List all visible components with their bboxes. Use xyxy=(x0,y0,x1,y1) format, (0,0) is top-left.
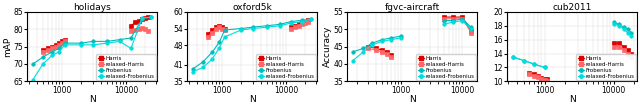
Y-axis label: mAP: mAP xyxy=(3,36,12,57)
Title: oxford5k: oxford5k xyxy=(232,3,272,12)
Legend: Harris, relaxed-Harris, Frobenius, relaxed-Frobenius: Harris, relaxed-Harris, Frobenius, relax… xyxy=(416,54,476,80)
Y-axis label: Accuracy: Accuracy xyxy=(323,26,332,67)
Title: fgvc-aircraft: fgvc-aircraft xyxy=(385,3,440,12)
Legend: Harris, relaxed-Harris, Frobenius, relaxed-Frobenius: Harris, relaxed-Harris, Frobenius, relax… xyxy=(96,54,156,80)
Legend: Harris, relaxed-Harris, Frobenius, relaxed-Frobenius: Harris, relaxed-Harris, Frobenius, relax… xyxy=(576,54,636,80)
Title: cub2011: cub2011 xyxy=(552,3,592,12)
X-axis label: N: N xyxy=(409,95,415,104)
X-axis label: N: N xyxy=(89,95,95,104)
X-axis label: N: N xyxy=(569,95,575,104)
X-axis label: N: N xyxy=(249,95,255,104)
Legend: Harris, relaxed-Harris, Frobenius, relaxed-Frobenius: Harris, relaxed-Harris, Frobenius, relax… xyxy=(256,54,316,80)
Title: holidays: holidays xyxy=(73,3,111,12)
